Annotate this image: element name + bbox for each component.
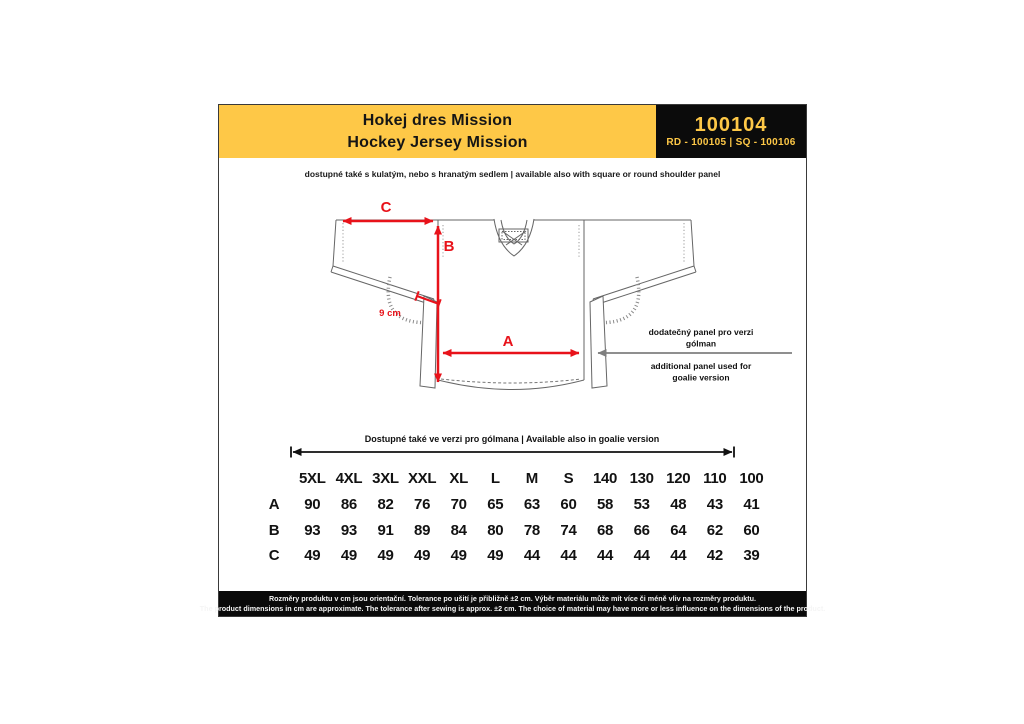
row-label-cell: C [268, 547, 280, 565]
jersey-diagram: C B A 9 cm dodatečný panel pro verzi gól… [290, 199, 792, 458]
size-value-cell: 44 [523, 547, 540, 565]
size-header-cell: L [490, 470, 500, 488]
jersey-outline [330, 219, 697, 390]
size-value-cell: 60 [560, 496, 577, 514]
size-value-cell: 70 [450, 496, 467, 514]
row-label-cell: B [268, 521, 280, 539]
size-value-cell: 44 [560, 547, 577, 565]
cuff-measure-line [416, 295, 440, 305]
size-value-cell: 62 [706, 521, 723, 539]
size-value-cell: 74 [560, 521, 577, 539]
goalie-side-panels [419, 295, 608, 389]
size-header-cell: 120 [666, 470, 691, 488]
goalie-version-caption: Dostupné také ve verzi pro gólmana | Ava… [365, 434, 659, 444]
size-value-cell: 80 [487, 521, 504, 539]
size-value-cell: 49 [450, 547, 467, 565]
size-value-cell: 60 [743, 521, 760, 539]
size-value-cell: 66 [633, 521, 650, 539]
size-value-cell: 93 [304, 521, 321, 539]
size-value-cell: 90 [304, 496, 321, 514]
goalie-panel-note-cz: dodatečný panel pro verzi [649, 327, 754, 337]
size-value-cell: 44 [597, 547, 614, 565]
cuff-measure-label: 9 cm [379, 308, 401, 319]
goalie-panel-note-cz-2: gólman [686, 339, 716, 349]
size-value-cell: 44 [670, 547, 687, 565]
product-code-box: 100104 RD - 100105 | SQ - 100106 [656, 105, 806, 158]
size-value-cell: 64 [670, 521, 687, 539]
size-value-cell: 48 [670, 496, 687, 514]
size-value-cell: 39 [743, 547, 760, 565]
shoulder-panel-note: dostupné také s kulatým, nebo s hranatým… [304, 169, 721, 179]
title-area: Hokej dres Mission Hockey Jersey Mission [219, 105, 656, 158]
size-value-cell: 49 [487, 547, 504, 565]
size-header-cell: 3XL [372, 470, 399, 488]
size-value-cell: 41 [743, 496, 760, 514]
size-value-cell: 86 [340, 496, 357, 514]
product-title-en: Hockey Jersey Mission [347, 133, 528, 151]
size-header-cell: M [525, 470, 539, 488]
size-value-cell: 49 [340, 547, 357, 565]
dim-c-label: C [381, 199, 392, 216]
size-table: 5XL 4XL 3XL XXL XL L M S 140 130 120 110 100 A 90 86 82 7… [254, 466, 770, 569]
size-value-cell: 43 [706, 496, 723, 514]
footer-disclaimer-cz: Rozměry produktu v cm jsou orientační. T… [268, 593, 757, 603]
size-value-cell: 44 [633, 547, 650, 565]
size-header-cell: 100 [739, 470, 764, 488]
size-header-cell: S [563, 470, 574, 488]
header-band: Hokej dres Mission Hockey Jersey Mission… [219, 105, 806, 158]
size-header-cell: 110 [703, 470, 727, 488]
size-value-cell: 63 [523, 496, 540, 514]
size-value-cell: 68 [597, 521, 614, 539]
product-code: 100104 [694, 114, 768, 136]
goalie-panel-note-en-2: goalie version [672, 373, 729, 383]
spec-sheet-frame: Hokej dres Mission Hockey Jersey Mission… [200, 104, 825, 617]
collar [493, 218, 535, 257]
size-value-cell: 42 [706, 547, 723, 565]
size-value-cell: 49 [414, 547, 431, 565]
footer-disclaimer: Rozměry produktu v cm jsou orientační. T… [200, 591, 825, 616]
size-header-cell: XXL [407, 470, 437, 488]
size-value-cell: 78 [523, 521, 540, 539]
dimension-lines [342, 217, 580, 383]
size-header-cell: 4XL [335, 470, 363, 488]
stitch-lines [342, 223, 685, 384]
dim-a-label: A [503, 333, 514, 350]
collar-label-rect [498, 228, 529, 243]
footer-disclaimer-en: The product dimensions in cm are approxi… [199, 604, 826, 613]
size-value-cell: 53 [633, 496, 650, 514]
size-header-cell: 140 [592, 470, 618, 488]
size-value-cell: 89 [414, 521, 431, 539]
size-value-cell: 84 [450, 521, 467, 539]
row-label-cell: A [268, 496, 280, 514]
size-value-cell: 49 [377, 547, 394, 565]
size-header-cell: 130 [629, 470, 654, 488]
size-header-cell: XL [449, 470, 468, 488]
size-value-cell: 76 [414, 496, 431, 514]
size-value-cell: 49 [304, 547, 321, 565]
goalie-panel-note-en: additional panel used for [651, 361, 752, 371]
size-value-cell: 91 [377, 521, 394, 539]
size-value-cell: 58 [597, 496, 614, 514]
size-value-cell: 93 [340, 521, 357, 539]
product-title-cz: Hokej dres Mission [362, 111, 513, 129]
size-value-cell: 82 [377, 496, 394, 514]
size-header-cell: 5XL [298, 470, 326, 488]
size-value-cell: 65 [487, 496, 504, 514]
dim-b-label: B [444, 238, 455, 255]
product-variant-codes: RD - 100105 | SQ - 100106 [666, 137, 796, 148]
